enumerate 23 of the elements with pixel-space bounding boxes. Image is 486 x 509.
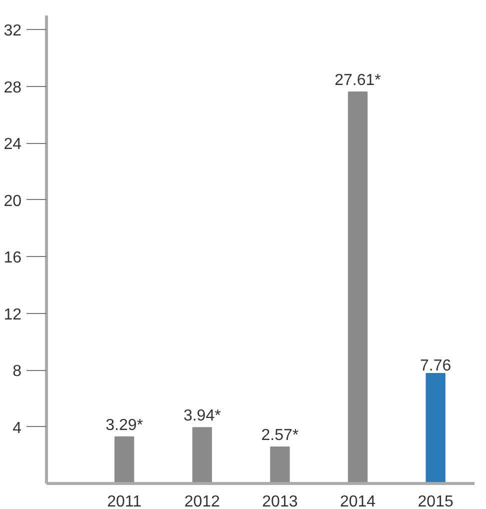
y-tick-label: 20 bbox=[4, 192, 22, 210]
y-tick-label: 12 bbox=[4, 306, 22, 324]
y-tick-label: 24 bbox=[4, 136, 22, 154]
bar bbox=[270, 446, 290, 484]
data-label: 3.29* bbox=[106, 416, 144, 434]
y-tick-label: 28 bbox=[4, 79, 22, 96]
x-tick-label: 2012 bbox=[184, 494, 220, 509]
y-tick-label: 16 bbox=[4, 250, 22, 267]
data-label: 7.76 bbox=[420, 357, 452, 374]
x-tick-label: 2015 bbox=[418, 494, 454, 509]
y-tick-label: 8 bbox=[12, 363, 22, 380]
bar bbox=[192, 427, 212, 484]
bar bbox=[426, 372, 446, 484]
x-tick-label: 2011 bbox=[107, 494, 142, 509]
bar bbox=[348, 91, 368, 484]
y-tick-label: 32 bbox=[4, 22, 22, 40]
data-label: 2.57* bbox=[261, 427, 299, 444]
data-label: 27.61* bbox=[334, 72, 381, 89]
x-tick-label: 2014 bbox=[340, 494, 376, 509]
y-tick-label: 4 bbox=[12, 420, 22, 437]
x-tick-label: 2013 bbox=[262, 494, 298, 509]
bar bbox=[114, 436, 134, 484]
data-label: 3.94* bbox=[183, 408, 221, 425]
